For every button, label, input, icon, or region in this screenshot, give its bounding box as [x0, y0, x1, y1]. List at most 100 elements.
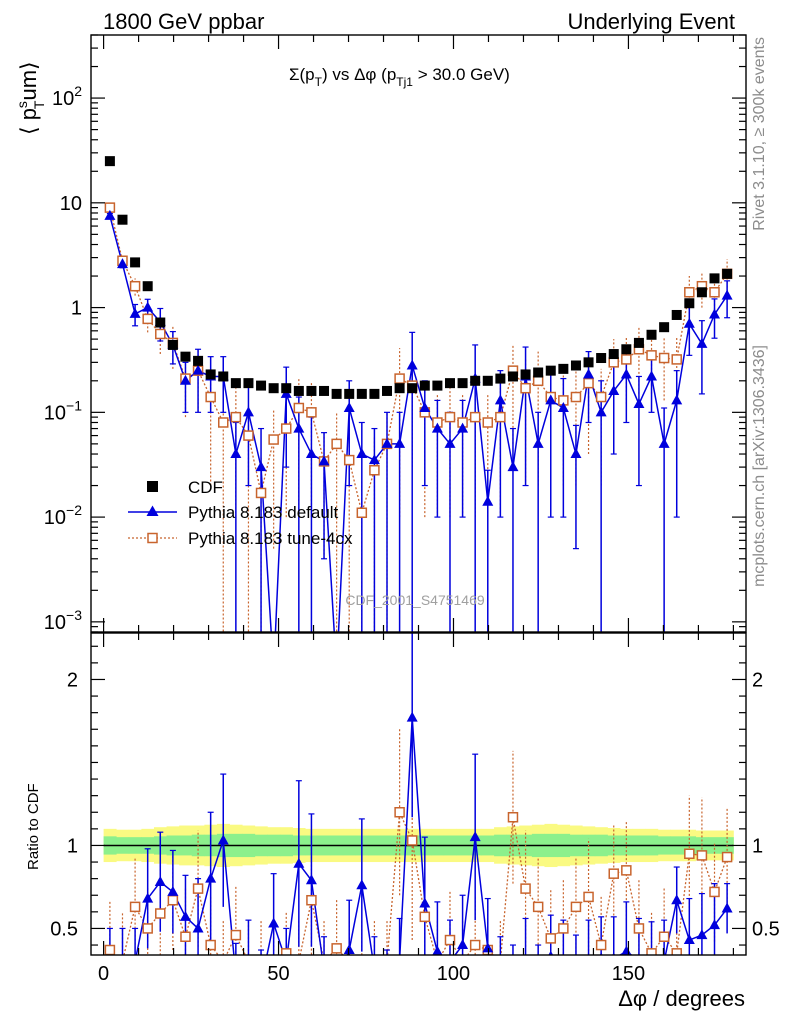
ratio-y-tick-label-right: 2 — [752, 669, 763, 691]
default-point — [116, 258, 128, 269]
default-point — [696, 337, 708, 348]
cdf-point — [104, 156, 115, 167]
ratio-default-point — [167, 885, 179, 896]
cdf-point — [570, 360, 581, 371]
tune-point — [570, 391, 582, 403]
cdf-point — [520, 369, 531, 380]
cdf-point — [444, 378, 455, 389]
ratio-y-tick-label-right: 0.5 — [752, 918, 780, 940]
cdf-point — [356, 388, 367, 399]
default-point — [394, 437, 406, 448]
rivet-label: Rivet 3.1.10, ≥ 300k events — [751, 37, 768, 231]
ratio-tune-point — [244, 957, 253, 966]
ratio-tune-point — [205, 939, 216, 951]
cdf-point — [306, 385, 317, 396]
ratio-tune-point — [583, 891, 594, 903]
mcplots-label: mcplots.cern.ch [arXiv:1306.3436] — [751, 345, 768, 587]
default-point — [142, 301, 154, 312]
cdf-point — [117, 214, 128, 225]
legend-tune-label: Pythia 8.183 tune-4cx — [188, 529, 353, 548]
ratio-default-point — [117, 956, 128, 966]
cdf-point — [432, 380, 443, 391]
tune-point — [230, 411, 242, 423]
tune-point — [671, 354, 682, 365]
default-point — [658, 437, 670, 448]
ratio-tune-point — [696, 850, 708, 861]
default-point — [255, 461, 267, 472]
cdf-point — [608, 349, 619, 360]
main-title: Σ(pT) vs Δφ (pTj1 > 30.0 GeV) — [289, 65, 510, 89]
ratio-default-point — [612, 952, 616, 955]
cdf-point — [545, 365, 556, 376]
watermark: CDF_2001_S4751469 — [345, 592, 485, 608]
cdf-point — [507, 371, 518, 382]
main-frame — [90, 34, 747, 633]
ratio-tune-point — [646, 948, 657, 955]
default-point — [507, 461, 519, 472]
ratio-tune-point — [155, 908, 166, 919]
default-point — [305, 448, 317, 459]
cdf-point — [722, 268, 733, 279]
ratio-tune-point — [167, 894, 179, 906]
ratio-tune-point — [331, 943, 342, 954]
ratio-default-point — [343, 944, 355, 955]
ratio-default-point — [583, 956, 594, 966]
x-tick-label: 0 — [98, 963, 109, 985]
cdf-point — [621, 344, 632, 355]
legend-default-marker — [146, 505, 159, 516]
ratio-y-tick-label: 2 — [67, 669, 78, 691]
ratio-tune-point — [257, 957, 266, 966]
tune-point — [646, 350, 657, 361]
cdf-point — [407, 383, 418, 394]
ratio-default-point — [683, 934, 695, 945]
cdf-point — [369, 388, 380, 399]
cdf-point — [281, 383, 292, 394]
ratio-default-point — [406, 711, 418, 722]
ratio-tune-point — [219, 957, 228, 966]
ratio-default-point — [142, 892, 154, 903]
x-tick-label: 100 — [437, 963, 470, 985]
tune-point — [142, 313, 153, 325]
ratio-default-point — [268, 917, 280, 928]
ratio-tune-point — [104, 944, 116, 955]
main-y-tick-label: 1 — [71, 298, 82, 320]
cdf-point — [142, 281, 153, 292]
cdf-point — [633, 337, 644, 348]
ratio-default-point — [256, 977, 267, 987]
ratio-tune-point — [709, 886, 720, 898]
ratio-default-point — [331, 976, 342, 986]
ratio-tune-point — [684, 848, 695, 860]
cdf-point — [256, 380, 267, 391]
ratio-tune-point — [621, 865, 632, 876]
tune-point — [595, 391, 607, 403]
ratio-tune-point — [406, 835, 418, 846]
cdf-point — [596, 353, 607, 364]
tune-point — [293, 402, 305, 414]
x-tick-label: 150 — [612, 963, 645, 985]
tune-point — [369, 464, 380, 476]
ratio-tune-point — [230, 929, 242, 941]
main-y-tick-label: 10−2 — [44, 502, 82, 529]
cdf-point — [709, 273, 720, 284]
ratio-default-point — [721, 902, 733, 913]
default-point — [230, 448, 242, 459]
ratio-default-point — [482, 942, 494, 953]
ratio-default-point — [599, 952, 603, 955]
ratio-y-label: Ratio to CDF — [25, 783, 42, 870]
tune-point — [218, 417, 229, 428]
tune-point — [658, 352, 670, 364]
cdf-point — [382, 385, 393, 396]
ratio-tune-point — [320, 957, 329, 966]
legend-tune-marker — [147, 532, 158, 544]
ratio-default-point — [709, 919, 721, 930]
ratio-default-point — [154, 875, 166, 886]
tune-point — [280, 423, 292, 434]
default-point — [293, 422, 305, 433]
ratio-tune-point — [357, 957, 366, 966]
ratio-tune-point — [658, 931, 670, 942]
ratio-y-tick-label: 0.5 — [50, 918, 78, 940]
cdf-point — [457, 378, 468, 389]
tune-point — [709, 287, 720, 298]
ratio-tune-point — [129, 901, 141, 913]
